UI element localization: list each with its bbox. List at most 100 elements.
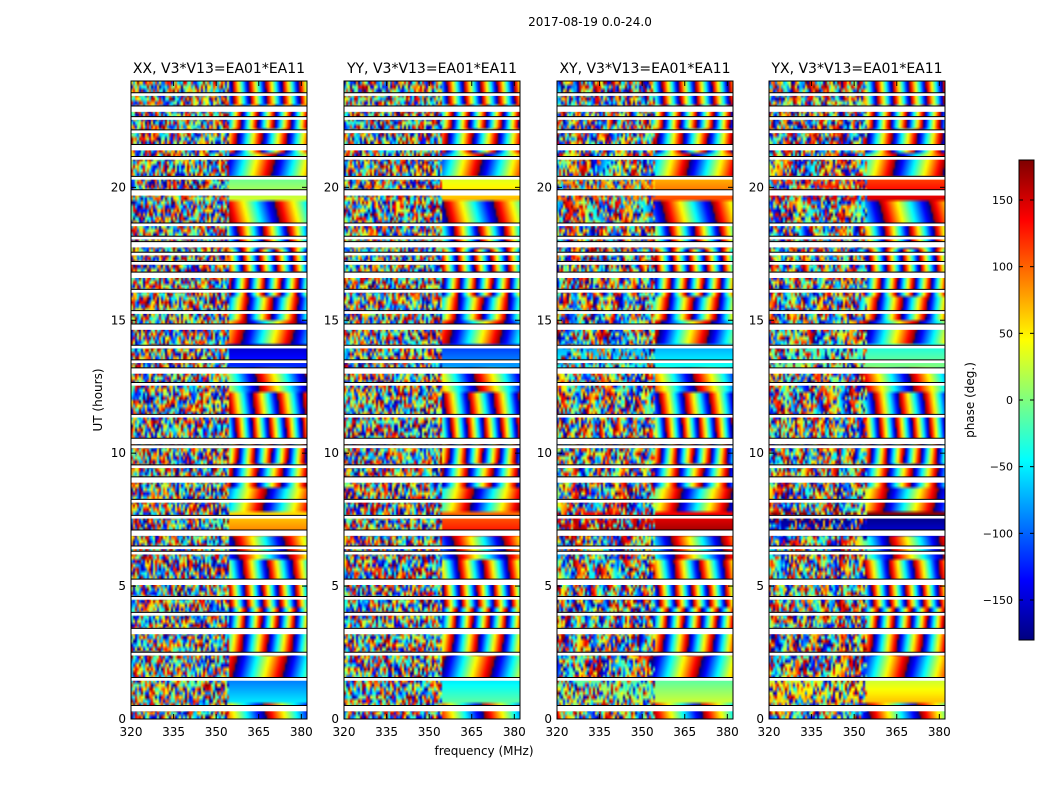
flagged-band bbox=[769, 310, 945, 314]
x-tick-label: 380 bbox=[716, 725, 739, 739]
flagged-band bbox=[344, 92, 520, 96]
flagged-band bbox=[131, 444, 307, 449]
flagged-band bbox=[344, 545, 520, 550]
flagged-band bbox=[769, 367, 945, 374]
panel-title: YX, V3*V13=EA01*EA11 bbox=[770, 61, 942, 77]
x-tick-label: 320 bbox=[546, 725, 569, 739]
flagged-band bbox=[344, 236, 520, 240]
colorbar-tick-label: −100 bbox=[983, 527, 1013, 540]
flagged-band bbox=[344, 529, 520, 536]
panel-frame bbox=[768, 80, 946, 720]
flagged-band bbox=[344, 382, 520, 386]
colorbar-tick-label: 100 bbox=[992, 261, 1013, 274]
flagged-band bbox=[131, 464, 307, 469]
flagged-band bbox=[344, 464, 520, 469]
flagged-band bbox=[557, 414, 733, 418]
flagged-band bbox=[344, 176, 520, 180]
colorbar-tick-label: 50 bbox=[999, 327, 1013, 340]
flagged-band bbox=[131, 545, 307, 550]
flagged-band bbox=[557, 529, 733, 536]
flagged-band bbox=[557, 476, 733, 483]
colorbar-ticks: 150 100 50 0 −50 −100 −150 bbox=[983, 194, 1034, 607]
y-tick-label: 5 bbox=[118, 579, 126, 593]
flagged-band bbox=[769, 444, 945, 449]
flagged-band bbox=[344, 551, 520, 555]
flagged-band bbox=[557, 545, 733, 550]
flagged-band bbox=[344, 444, 520, 449]
flagged-band bbox=[131, 677, 307, 681]
flagged-band bbox=[344, 310, 520, 314]
flagged-band bbox=[557, 252, 733, 256]
flagged-band bbox=[131, 272, 307, 278]
y-tick-label: 5 bbox=[756, 579, 764, 593]
colorbar-tick-label: 150 bbox=[992, 194, 1013, 207]
flagged-band bbox=[131, 652, 307, 656]
flagged-band bbox=[557, 272, 733, 278]
flagged-band bbox=[769, 289, 945, 293]
flagged-band bbox=[131, 529, 307, 536]
flagged-band bbox=[769, 529, 945, 536]
x-tick-label: 350 bbox=[843, 725, 866, 739]
x-tick-label: 350 bbox=[418, 725, 441, 739]
flagged-band bbox=[769, 596, 945, 600]
flagged-band bbox=[344, 367, 520, 374]
y-tick-label: 20 bbox=[749, 180, 764, 194]
flagged-band bbox=[557, 705, 733, 712]
colorbar: 150 100 50 0 −50 −100 −150 phase (deg.) bbox=[963, 159, 1035, 641]
flagged-band bbox=[131, 359, 307, 364]
flagged-band bbox=[769, 414, 945, 418]
flagged-band bbox=[769, 252, 945, 256]
flagged-band bbox=[769, 144, 945, 151]
flagged-band bbox=[131, 116, 307, 120]
flagged-band bbox=[131, 345, 307, 349]
y-tick-label: 10 bbox=[324, 446, 339, 460]
flagged-band bbox=[344, 144, 520, 151]
panel-2: XY, V3*V13=EA01*EA11 320 335 350 365 380 0 5 10 1… bbox=[537, 61, 739, 739]
flagged-band bbox=[131, 261, 307, 265]
flagged-band bbox=[557, 261, 733, 265]
flagged-band bbox=[131, 323, 307, 330]
flagged-band bbox=[131, 612, 307, 616]
flagged-band bbox=[344, 612, 520, 616]
flagged-band bbox=[344, 261, 520, 265]
flagged-band bbox=[131, 515, 307, 519]
y-tick-label: 20 bbox=[324, 180, 339, 194]
flagged-band bbox=[131, 144, 307, 151]
panel-title: XY, V3*V13=EA01*EA11 bbox=[559, 61, 730, 77]
flagged-band bbox=[131, 129, 307, 134]
flagged-band bbox=[131, 252, 307, 256]
flagged-band bbox=[131, 414, 307, 418]
flagged-band bbox=[557, 677, 733, 681]
flagged-band bbox=[344, 359, 520, 364]
panel-frame bbox=[130, 80, 308, 720]
flagged-band bbox=[131, 476, 307, 483]
flagged-band bbox=[557, 156, 733, 160]
flagged-band bbox=[769, 464, 945, 469]
y-tick-label: 20 bbox=[111, 180, 126, 194]
flagged-band bbox=[769, 222, 945, 227]
flagged-band bbox=[344, 252, 520, 256]
flagged-band bbox=[769, 323, 945, 330]
panel-title: YY, V3*V13=EA01*EA11 bbox=[346, 61, 517, 77]
y-tick-label: 0 bbox=[756, 712, 764, 726]
flagged-band bbox=[557, 628, 733, 635]
flagged-band bbox=[557, 382, 733, 386]
flagged-band bbox=[769, 476, 945, 483]
y-tick-label: 5 bbox=[544, 579, 552, 593]
flagged-band bbox=[769, 272, 945, 278]
panel-3: YX, V3*V13=EA01*EA11 320 335 350 365 380 0 5 10 1… bbox=[749, 61, 951, 739]
y-tick-label: 15 bbox=[111, 313, 126, 327]
flagged-band bbox=[769, 545, 945, 550]
x-tick-label: 380 bbox=[928, 725, 951, 739]
flagged-band bbox=[557, 652, 733, 656]
y-axis-label: UT (hours) bbox=[91, 368, 105, 431]
flagged-band bbox=[131, 176, 307, 180]
x-tick-label: 335 bbox=[800, 725, 823, 739]
flagged-band bbox=[344, 515, 520, 519]
y-tick-label: 0 bbox=[331, 712, 339, 726]
flagged-band bbox=[344, 323, 520, 330]
flagged-band bbox=[769, 241, 945, 248]
panel-title: XX, V3*V13=EA01*EA11 bbox=[133, 61, 305, 77]
colorbar-tick-label: 0 bbox=[1006, 394, 1013, 407]
colorbar-tick-label: −50 bbox=[990, 461, 1013, 474]
